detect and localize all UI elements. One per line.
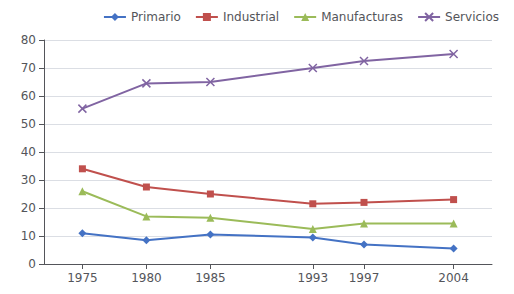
svg-text:0: 0 [28, 257, 36, 271]
svg-text:Industrial: Industrial [223, 10, 279, 24]
svg-text:1985: 1985 [195, 271, 226, 285]
svg-text:40: 40 [21, 145, 36, 159]
svg-text:80: 80 [21, 33, 36, 47]
svg-text:1993: 1993 [298, 271, 329, 285]
svg-text:1975: 1975 [67, 271, 98, 285]
svg-text:20: 20 [21, 201, 36, 215]
svg-text:1997: 1997 [349, 271, 380, 285]
svg-text:30: 30 [21, 173, 36, 187]
svg-text:70: 70 [21, 61, 36, 75]
svg-text:60: 60 [21, 89, 36, 103]
svg-text:Servicios: Servicios [445, 10, 499, 24]
svg-text:Primario: Primario [131, 10, 181, 24]
svg-text:2004: 2004 [438, 271, 469, 285]
svg-text:50: 50 [21, 117, 36, 131]
svg-text:10: 10 [21, 229, 36, 243]
svg-text:1980: 1980 [131, 271, 162, 285]
svg-text:Manufacturas: Manufacturas [321, 10, 403, 24]
